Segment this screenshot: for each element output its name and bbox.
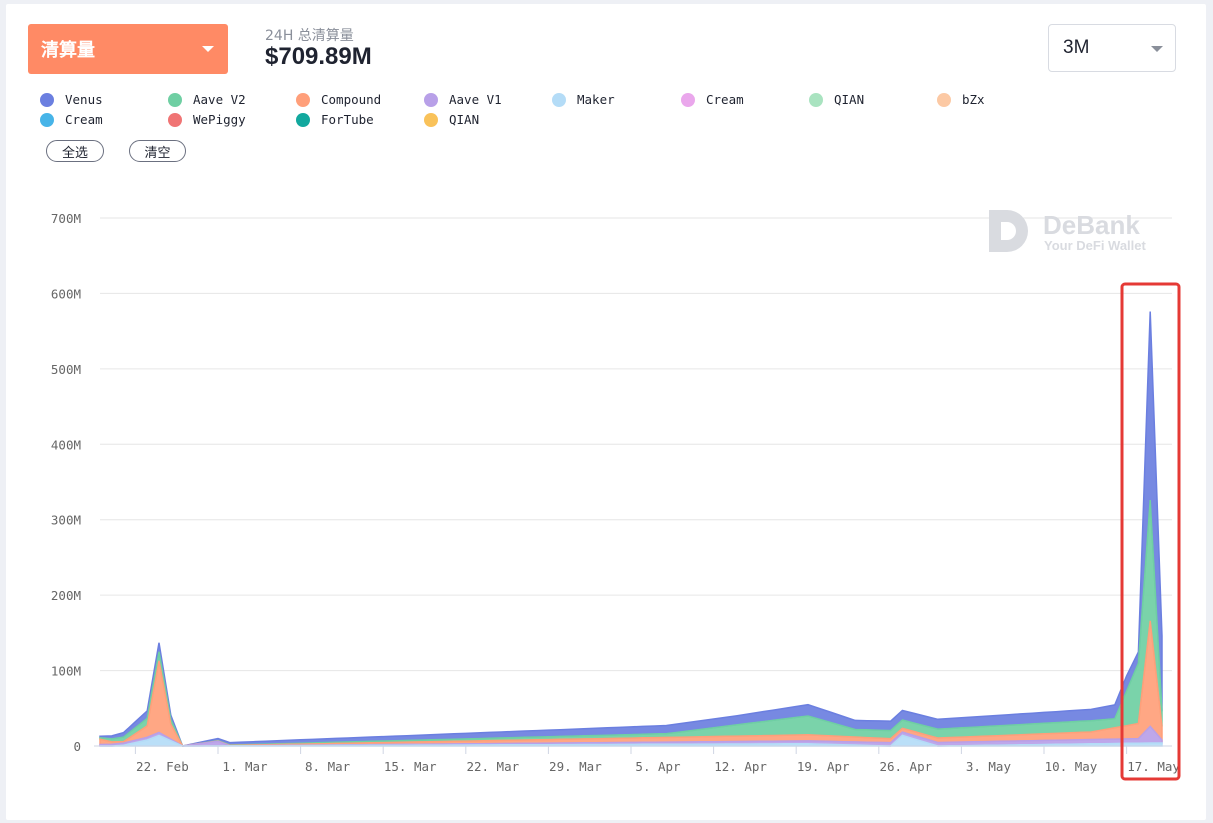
highlight-box	[1120, 282, 1181, 781]
legend-color-dot	[40, 112, 54, 127]
x-tick-label: 3. May	[966, 759, 1012, 774]
legend-item[interactable]: Aave V2	[168, 92, 246, 107]
legend-item[interactable]: Aave V1	[424, 92, 502, 107]
metric-dropdown-label: 清算量	[41, 40, 95, 61]
x-axis: 22. Feb 1. Mar 8. Mar 15. Mar 22. Mar 29. Mar…	[94, 745, 1180, 774]
legend-color-dot	[809, 92, 823, 107]
legend-item[interactable]: Cream	[681, 92, 744, 107]
x-tick-label: 5. Apr	[635, 759, 681, 774]
x-tick-label: 26. Apr	[879, 759, 932, 774]
legend-color-dot	[296, 112, 310, 127]
legend-color-dot	[40, 92, 54, 107]
area-series-venus	[99, 311, 1163, 747]
x-tick-label: 29. Mar	[549, 759, 602, 774]
select-all-button[interactable]: 全选	[46, 140, 104, 162]
watermark-tagline: Your DeFi Wallet	[1044, 238, 1147, 253]
legend-label: ForTube	[321, 112, 374, 127]
y-tick-label: 300M	[51, 513, 81, 528]
legend-item[interactable]: QIAN	[809, 92, 864, 107]
legend-item[interactable]: Maker	[552, 92, 615, 107]
y-tick-label: 400M	[51, 437, 81, 452]
area-series-aave-v2	[99, 500, 1163, 747]
y-axis-ticks: 0 100M 200M 300M 400M 500M 600M 700M	[51, 211, 81, 754]
x-tick-label: 22. Feb	[136, 759, 189, 774]
x-tick-label: 8. Mar	[305, 759, 351, 774]
legend-label: Maker	[577, 92, 615, 107]
y-tick-label: 500M	[51, 362, 81, 377]
legend-label: Cream	[65, 112, 103, 127]
legend-label: QIAN	[449, 112, 480, 127]
legend-item[interactable]: Venus	[40, 92, 103, 107]
metric-dropdown[interactable]: 清算量	[28, 24, 228, 74]
x-tick-label: 15. Mar	[384, 759, 437, 774]
range-select[interactable]: 3M	[1048, 24, 1176, 72]
legend-color-dot	[552, 92, 566, 107]
x-tick-label: 1. Mar	[222, 759, 268, 774]
x-tick-label: 19. Apr	[797, 759, 850, 774]
legend-color-dot	[681, 92, 695, 107]
caret-down-icon	[1151, 46, 1163, 52]
legend-item[interactable]: bZx	[937, 92, 985, 107]
y-tick-label: 600M	[51, 286, 81, 301]
debank-watermark: DeBank Your DeFi Wallet	[989, 210, 1147, 253]
legend-label: Venus	[65, 92, 103, 107]
legend-item[interactable]: WePiggy	[168, 112, 246, 127]
legend-label: Compound	[321, 92, 382, 107]
x-tick-label: 22. Mar	[466, 759, 519, 774]
legend-item[interactable]: ForTube	[296, 112, 374, 127]
x-tick-label: 10. May	[1045, 759, 1098, 774]
debank-logo-icon	[989, 210, 1028, 252]
legend-label: Aave V2	[193, 92, 246, 107]
legend-label: QIAN	[834, 92, 865, 107]
stat-value: $709.89M	[265, 43, 372, 70]
y-tick-label: 0	[73, 739, 81, 754]
legend-item[interactable]: Compound	[296, 92, 381, 107]
y-tick-label: 700M	[51, 211, 81, 226]
y-tick-label: 100M	[51, 664, 81, 679]
legend-label: bZx	[962, 92, 985, 107]
legend-item[interactable]: Cream	[40, 112, 103, 127]
legend-label: WePiggy	[193, 112, 246, 127]
legend-color-dot	[424, 92, 438, 107]
stat-label: 24H 总清算量	[265, 28, 354, 44]
x-tick-label: 12. Apr	[714, 759, 767, 774]
legend-color-dot	[296, 92, 310, 107]
legend-color-dot	[168, 92, 182, 107]
watermark-brand: DeBank	[1043, 210, 1140, 240]
legend-color-dot	[424, 112, 438, 127]
legend-color-dot	[937, 92, 951, 107]
caret-down-icon	[202, 46, 214, 52]
clear-button[interactable]: 清空	[129, 140, 186, 162]
y-tick-label: 200M	[51, 588, 81, 603]
legend-label: Aave V1	[449, 92, 502, 107]
series-areas	[99, 311, 1163, 747]
range-select-value: 3M	[1063, 37, 1090, 58]
x-tick-label: 17. May	[1127, 759, 1180, 774]
grid-lines	[100, 217, 1172, 747]
legend-color-dot	[168, 112, 182, 127]
legend-label: Cream	[706, 92, 744, 107]
legend-item[interactable]: QIAN	[424, 112, 479, 127]
chart-card	[6, 4, 1206, 820]
